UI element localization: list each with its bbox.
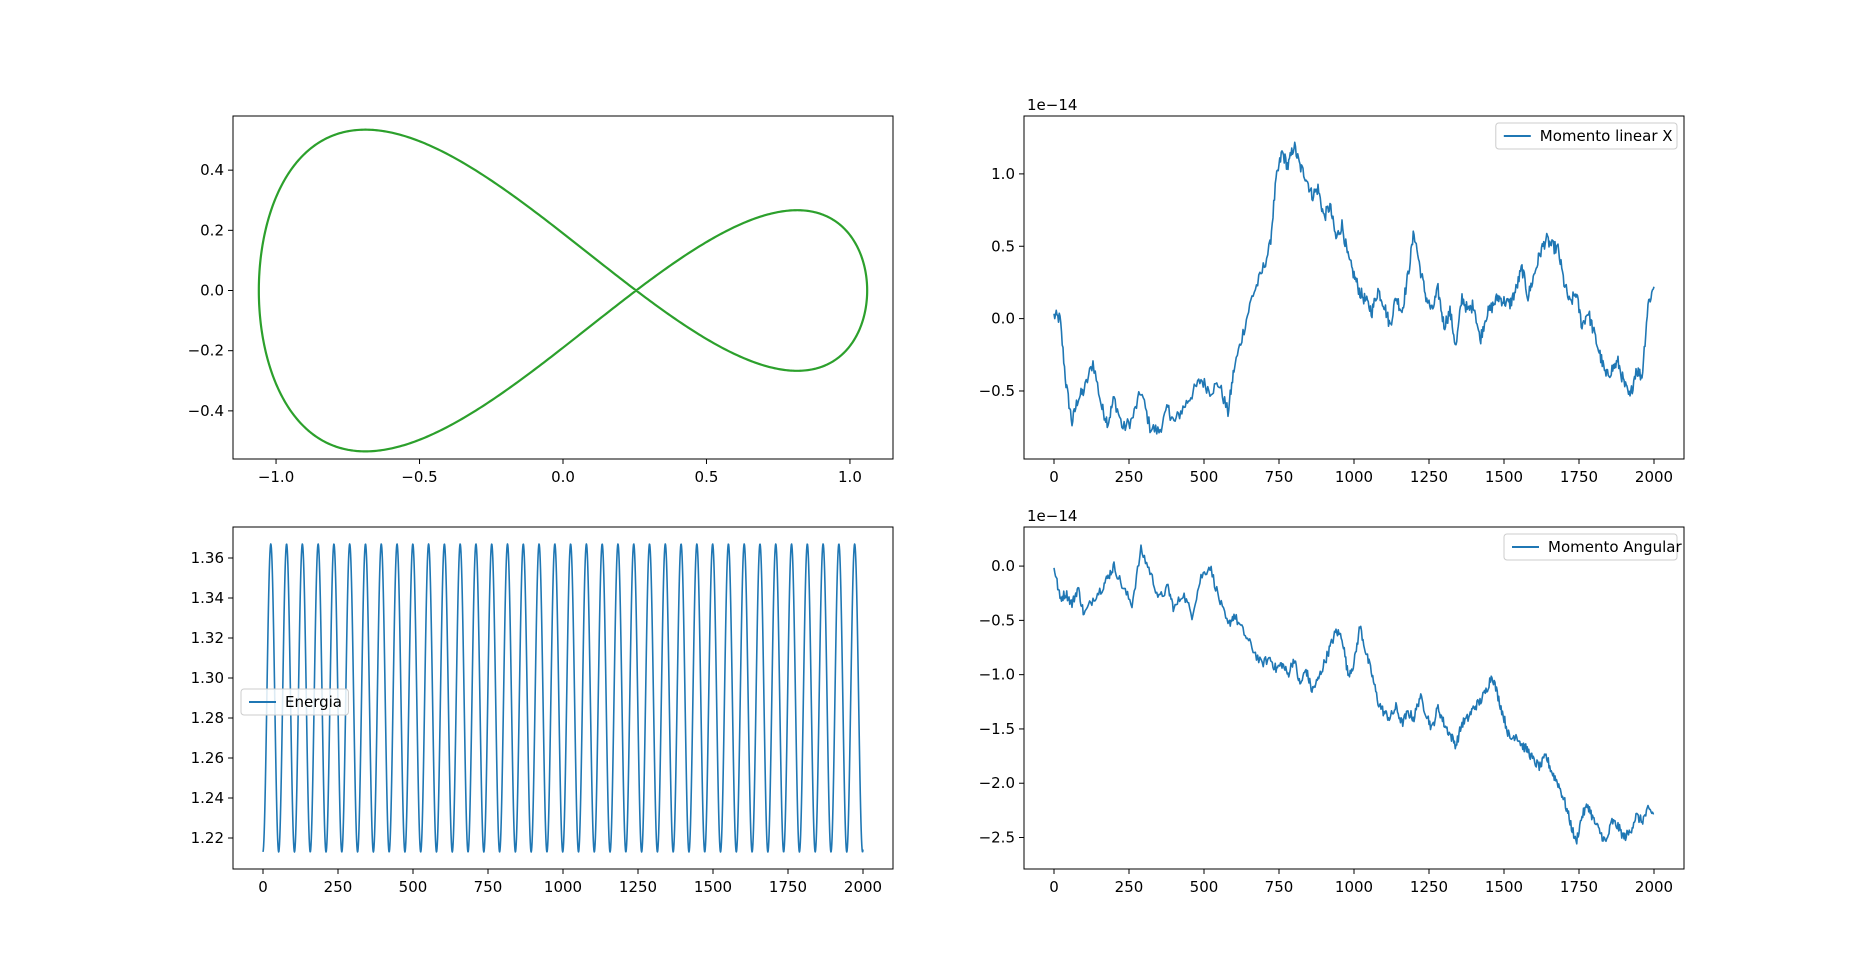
y-tick-label: −0.2 <box>188 342 224 360</box>
x-tick-label: 0 <box>1049 468 1059 486</box>
x-tick-label: 250 <box>324 878 353 896</box>
axes-frame <box>1023 526 1685 870</box>
momento-angular-line <box>1053 544 1655 845</box>
y-tick-label: 1.0 <box>991 165 1015 183</box>
y-tick-label: 1.32 <box>191 629 224 647</box>
y-tick-label: −2.0 <box>979 774 1015 792</box>
x-tick-label: 250 <box>1115 468 1144 486</box>
x-tick-label: 1500 <box>694 878 732 896</box>
legend: Momento linear X <box>1495 122 1678 150</box>
x-tick-label: −1.0 <box>258 468 294 486</box>
x-tick-label: 1750 <box>1560 878 1598 896</box>
x-tick-label: 0 <box>258 878 268 896</box>
y-tick-label: −1.0 <box>979 666 1015 684</box>
y-tick-label: 0.0 <box>991 557 1015 575</box>
x-tick-label: 1.0 <box>838 468 862 486</box>
x-tick-label: 2000 <box>1635 468 1673 486</box>
x-tick-label: 1500 <box>1485 468 1523 486</box>
y-tick-label: 1.22 <box>191 829 224 847</box>
y-tick-label: 1.34 <box>191 589 224 607</box>
x-tick-label: 750 <box>1265 878 1294 896</box>
axis-offset-label: 1e−14 <box>1027 507 1077 525</box>
energy-chart: 0 250 500 750 1000 1250 1500 1750 2000 1.22 1.24 1.… <box>191 526 894 896</box>
angular-momentum-chart: 0 250 500 750 1000 1250 1500 1750 2000 −2.5 −2.0 −1… <box>979 507 1685 896</box>
x-tick-label: 2000 <box>1635 878 1673 896</box>
x-tick-label: 500 <box>1190 878 1219 896</box>
y-tick-label: 1.36 <box>191 549 224 567</box>
y-tick-label: −0.5 <box>979 382 1015 400</box>
y-tick-label: 0.5 <box>991 237 1015 255</box>
x-tick-label: 2000 <box>844 878 882 896</box>
y-tick-label: −1.5 <box>979 720 1015 738</box>
x-tick-label: 1250 <box>1410 878 1448 896</box>
y-tick-label: 1.24 <box>191 789 224 807</box>
x-tick-label: 0.0 <box>551 468 575 486</box>
x-tick-label: 0 <box>1049 878 1059 896</box>
legend: Momento Angular <box>1503 533 1682 561</box>
x-tick-label: −0.5 <box>401 468 437 486</box>
y-tick-label: 0.0 <box>991 310 1015 328</box>
axis-offset-label: 1e−14 <box>1027 96 1077 114</box>
x-tick-label: 1500 <box>1485 878 1523 896</box>
x-tick-label: 500 <box>399 878 428 896</box>
x-tick-label: 1250 <box>619 878 657 896</box>
legend-label: Energia <box>285 693 342 711</box>
x-tick-label: 0.5 <box>695 468 719 486</box>
legend-label: Momento Angular <box>1548 538 1682 556</box>
energia-line <box>262 543 864 853</box>
y-tick-label: 1.30 <box>191 669 224 687</box>
x-tick-label: 1000 <box>1335 878 1373 896</box>
x-tick-label: 250 <box>1115 878 1144 896</box>
y-tick-label: −0.5 <box>979 611 1015 629</box>
trajectory-line <box>257 128 869 453</box>
trajectory-chart: −1.0 −0.5 0.0 0.5 1.0 −0.4 −0.2 0.0 0.2 0.4 <box>188 115 894 486</box>
y-tick-label: 0.0 <box>200 282 224 300</box>
y-tick-label: −0.4 <box>188 402 224 420</box>
x-tick-label: 750 <box>1265 468 1294 486</box>
x-tick-label: 1250 <box>1410 468 1448 486</box>
x-tick-label: 1750 <box>1560 468 1598 486</box>
legend-label: Momento linear X <box>1540 127 1673 145</box>
x-tick-label: 500 <box>1190 468 1219 486</box>
legend: Energia <box>240 688 349 716</box>
x-tick-label: 1000 <box>1335 468 1373 486</box>
y-tick-label: 1.28 <box>191 709 224 727</box>
y-tick-label: 1.26 <box>191 749 224 767</box>
axes-frame <box>232 115 894 460</box>
y-tick-label: −2.5 <box>979 829 1015 847</box>
x-tick-label: 750 <box>474 878 503 896</box>
x-tick-label: 1750 <box>769 878 807 896</box>
axes-frame <box>1023 115 1685 460</box>
linear-momentum-chart: 0 250 500 750 1000 1250 1500 1750 2000 −0.5 0.0 0.5… <box>979 96 1685 486</box>
x-tick-label: 1000 <box>544 878 582 896</box>
y-tick-label: 0.2 <box>200 221 224 239</box>
y-tick-label: 0.4 <box>200 161 224 179</box>
momento-linear-x-line <box>1053 141 1655 435</box>
